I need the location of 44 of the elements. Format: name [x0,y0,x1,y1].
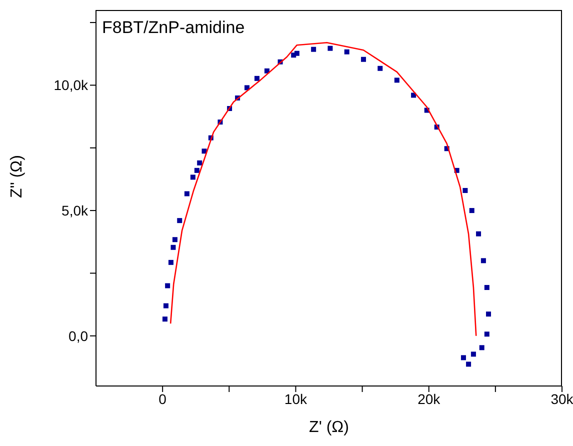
x-tick-label: 30k [550,390,573,407]
annotation: F8BT/ZnP-amidine [102,18,245,38]
y-axis-title: Z'' (Ω) [8,155,26,198]
point [172,237,178,242]
point [190,174,196,180]
point [254,76,260,81]
point [311,46,316,52]
point [165,283,170,288]
point [162,316,168,322]
point [244,85,250,90]
x-tick-label: 20k [418,390,442,407]
point [177,218,182,224]
point [378,66,383,71]
point [394,78,400,83]
point [264,68,270,74]
point [486,312,492,317]
point [476,231,482,236]
point [460,355,466,360]
point [294,50,300,56]
point [194,168,200,173]
point [197,160,202,166]
line-series [170,42,477,337]
x-tick-label: 0 [158,390,167,407]
point [470,352,476,357]
point [360,56,366,62]
point [479,345,484,350]
point [466,362,472,367]
point [484,332,490,337]
point [163,303,168,308]
point [168,260,174,265]
y-tick-label: 5,0k [62,202,89,219]
point [170,244,176,250]
point [484,284,490,290]
x-tick-label: 10k [284,390,308,407]
point [344,49,350,54]
point [462,188,468,193]
point [328,46,333,51]
point [480,258,486,264]
point [184,191,190,196]
y-tick-label: 10,0k [54,77,89,94]
y-tick-label: 0,0 [68,328,88,344]
point [202,148,207,154]
point [469,208,474,214]
x-axis-title: Z' (Ω) [309,419,349,436]
